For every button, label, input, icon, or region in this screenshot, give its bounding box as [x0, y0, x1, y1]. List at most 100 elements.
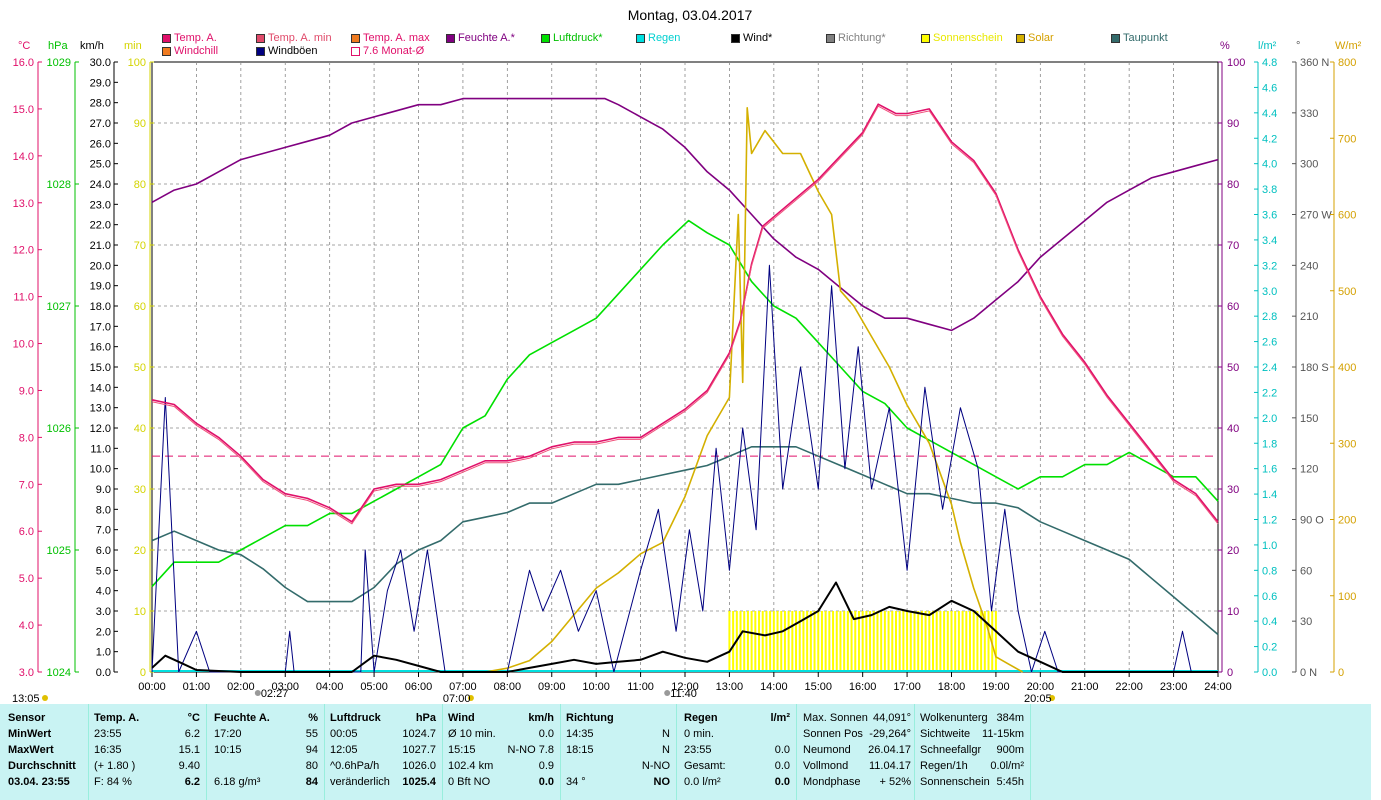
dir-axis-tick-label: 210 — [1300, 311, 1318, 323]
min-axis-tick-label: 40 — [134, 423, 146, 435]
wind-axis-tick-label: 10.0 — [90, 464, 111, 476]
series-taupunkt — [151, 445, 1219, 636]
legend-label: Temp. A. max — [363, 32, 430, 44]
dir-time-2: 18:15 — [566, 744, 594, 756]
min-axis-tick-label: 100 — [128, 57, 146, 69]
misc-val-4: 0.0l/m² — [990, 760, 1024, 772]
rain-axis-tick-label: 2.0 — [1262, 413, 1277, 425]
temp-axis-tick-label: 7.0 — [19, 479, 34, 491]
misc-label-3: Schneefallgr — [920, 744, 982, 756]
legend-swatch — [162, 46, 171, 56]
x-tick-label: 16:00 — [849, 681, 877, 693]
temp-axis-tick-label: 13.0 — [13, 198, 34, 210]
temp-unit: °C — [187, 712, 200, 724]
series-layer — [151, 97, 1219, 673]
sunrise-label: 07:00 — [443, 693, 471, 704]
x-tick-label: 13:00 — [716, 681, 744, 693]
press-axis-tick-label: 1024 — [47, 667, 71, 679]
temp-axis-tick-label: 9.0 — [19, 385, 34, 397]
legend-pressure: Luftdruck* — [541, 32, 603, 44]
wind-axis-tick-label: 13.0 — [90, 403, 111, 415]
dir-axis-tick-label: 330 — [1300, 108, 1318, 120]
hum-axis-tick-label: 100 — [1227, 57, 1245, 69]
hum-axis-tick-label: 40 — [1227, 423, 1239, 435]
wind-axis-tick-label: 28.0 — [90, 98, 111, 110]
legend-windchill: Windchill — [162, 45, 218, 57]
x-tick-label: 01:00 — [183, 681, 211, 693]
temp-axis-tick-label: 6.0 — [19, 526, 34, 538]
legend-temp: Temp. A. — [162, 32, 217, 44]
dir-axis-tick-label: 0 N — [1300, 667, 1317, 679]
legend-temp-min: Temp. A. min — [256, 32, 332, 44]
temp-current: 6.2 — [184, 776, 200, 788]
unit-temp: °C — [18, 40, 31, 52]
marker-layer: 02:27 07:00 11:40 20:05 13:05 — [12, 688, 1056, 704]
rain-axis-tick-label: 4.6 — [1262, 82, 1277, 94]
legend-sunshine: Sonnenschein — [921, 32, 1003, 44]
temp-axis-tick-label: 15.0 — [13, 104, 34, 116]
moonset-icon — [254, 690, 261, 696]
rain-total-label: Gesamt: — [684, 760, 726, 772]
legend-temp-max: Temp. A. max — [351, 32, 430, 44]
legend-swatch — [256, 33, 265, 43]
hum-axis-tick-label: 80 — [1227, 179, 1239, 191]
hum-avg: 80 — [305, 760, 318, 772]
legend-label: Taupunkt — [1123, 32, 1168, 44]
x-tick-label: 15:00 — [804, 681, 832, 693]
legend-gusts: Windböen — [256, 45, 318, 57]
wind-axis-tick-label: 4.0 — [96, 586, 111, 598]
col-wind: Wind km/h Ø 10 min. 0.0 15:15 N-NO 7.8 102.… — [448, 710, 554, 790]
wind-axis-tick-label: 8.0 — [96, 504, 111, 516]
hum-axis-tick-label: 50 — [1227, 362, 1239, 374]
legend-label: Sonnenschein — [933, 32, 1003, 44]
press-avg: 1026.0 — [402, 760, 436, 772]
press-state: veränderlich — [330, 776, 390, 788]
press-max-time: 12:05 — [330, 744, 358, 756]
legend-rain: Regen — [636, 32, 680, 44]
wind-axis-tick-label: 1.0 — [96, 647, 111, 659]
label-date: 03.04. 23:55 — [8, 776, 70, 788]
sunset-icon — [1049, 695, 1056, 701]
press-axis-tick-label: 1028 — [47, 179, 71, 191]
wind-axis-tick-label: 16.0 — [90, 342, 111, 354]
unit-min: min — [124, 40, 142, 52]
hum-axis-tick-label: 20 — [1227, 545, 1239, 557]
solar-axis-tick-label: 700 — [1338, 133, 1356, 145]
rain-axis-tick-label: 3.2 — [1262, 260, 1277, 272]
wind-axis-tick-label: 5.0 — [96, 565, 111, 577]
rain-title: Regen — [684, 712, 718, 724]
wind-axis-tick-label: 9.0 — [96, 484, 111, 496]
moonrise-icon — [664, 690, 671, 696]
wind-axis-tick-label: 3.0 — [96, 606, 111, 618]
grid — [151, 61, 1219, 673]
wind-axis-tick-label: 0.0 — [96, 667, 111, 679]
label-sensor: Sensor — [8, 712, 46, 724]
wind-axis-tick-label: 20.0 — [90, 260, 111, 272]
wind-axis-tick-label: 25.0 — [90, 159, 111, 171]
wind-title: Wind — [448, 712, 475, 724]
solar-axis-tick-label: 600 — [1338, 210, 1356, 222]
x-tick-label: 14:00 — [760, 681, 788, 693]
temp-axis-tick-label: 11.0 — [13, 292, 34, 304]
temp-axis-tick-label: 10.0 — [13, 339, 34, 351]
moon-left-label: 13:05 — [12, 693, 40, 704]
legend-swatch — [636, 33, 645, 43]
rain-sum: 0.0 l/m² — [684, 776, 721, 788]
wind-axis-tick-label: 29.0 — [90, 77, 111, 89]
unit-wind: km/h — [80, 40, 104, 52]
dir-axis-tick-label: 360 N — [1300, 57, 1329, 69]
temp-title: Temp. A. — [94, 712, 140, 724]
dir-val-3: N-NO — [641, 760, 670, 772]
x-tick-label: 03:00 — [271, 681, 299, 693]
wind-axis-tick-label: 18.0 — [90, 301, 111, 313]
label-avg: Durchschnitt — [8, 760, 76, 772]
axes: 00:00 01:00 02:00 03:00 04:00 05:00 06:00 07:00… — [13, 57, 1357, 693]
rain-axis-tick-label: 3.0 — [1262, 286, 1277, 298]
astro-label-2: Sonnen Pos — [803, 728, 863, 740]
x-tick-label: 12:00 — [671, 681, 699, 693]
rain-val: 0.0 — [774, 744, 790, 756]
temp-axis-tick-label: 8.0 — [19, 432, 34, 444]
series-luftdruck — [151, 219, 1219, 588]
rain-axis-tick-label: 2.2 — [1262, 387, 1277, 399]
rain-current: 0.0 — [774, 776, 790, 788]
